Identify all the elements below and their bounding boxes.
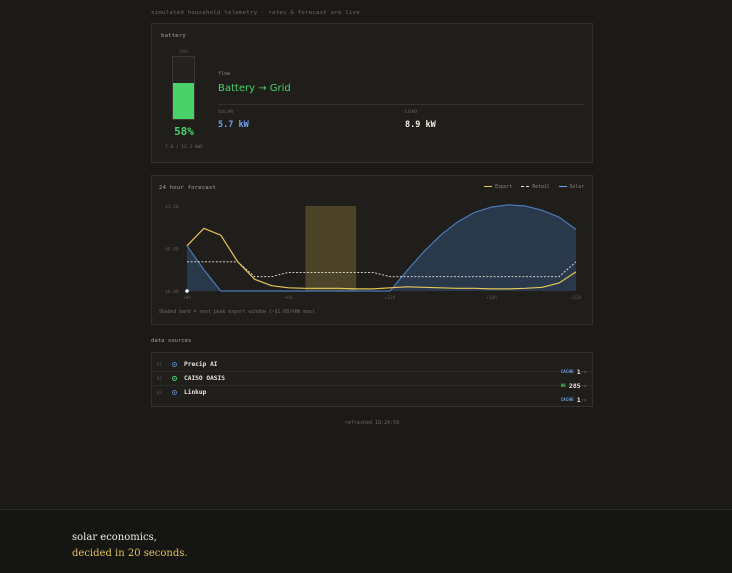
source-row[interactable]: 03 Linkup CACHE 1rq: [152, 386, 592, 404]
legend-solar-label: Solar: [569, 185, 584, 190]
telemetry-subtitle: simulated household telemetry · rates & …: [151, 10, 361, 16]
footer-tagline-line2: decided in 20 seconds.: [72, 548, 188, 559]
series-solar-line: [186, 204, 577, 292]
source-index: 02: [157, 376, 162, 381]
legend-solar-swatch: [558, 186, 567, 187]
source-status-dot: [172, 362, 177, 367]
forecast-title: 24 hour forecast: [159, 185, 217, 191]
refreshed-timestamp: refreshed 18:24:59: [344, 420, 400, 426]
footer: solar economics, decided in 20 seconds.: [0, 509, 732, 573]
legend-export-swatch: [484, 186, 493, 187]
source-badge: OK: [560, 383, 566, 388]
source-name: Precip AI: [184, 361, 218, 368]
solar-value: 5.7 kW: [218, 120, 249, 130]
source-name: Linkup: [184, 389, 207, 396]
x-tick-label: +12h: [385, 295, 396, 301]
battery-percent: 58%: [174, 125, 194, 138]
peak-export-band: [305, 206, 357, 291]
legend-export: Export: [484, 185, 512, 190]
source-status-dot: [172, 390, 177, 395]
source-stats: OK 285rq: [561, 375, 586, 394]
source-unit: rq: [581, 383, 586, 388]
legend-retail-label: Retail: [532, 185, 550, 190]
flow-value: Battery → Grid: [218, 83, 291, 94]
battery-gauge: [172, 56, 195, 120]
x-tick-label: +18h: [486, 295, 497, 301]
x-tick-label: +23h: [571, 295, 582, 301]
load-label: LOAD: [405, 110, 418, 115]
battery-title: battery: [161, 33, 186, 39]
source-stats: CACHE 1rq: [561, 389, 586, 408]
solar-label: SOLAR: [218, 110, 234, 115]
chart-legend: Export Retail Solar: [478, 185, 584, 190]
sources-title: data sources: [151, 338, 192, 344]
source-row[interactable]: 02 CAISO OASIS OK 285rq: [152, 372, 592, 390]
source-index: 03: [157, 390, 162, 395]
flow-label: flow: [218, 71, 231, 77]
source-badge: CACHE: [560, 397, 574, 402]
source-index: 01: [157, 362, 162, 367]
footer-tagline-line1: solar economics,: [72, 532, 157, 543]
legend-export-label: Export: [495, 185, 513, 190]
y-tick-label: $1.60: [165, 204, 179, 210]
chart-note: Shaded band = next peak export window (~…: [159, 310, 318, 315]
source-count: 285: [568, 381, 581, 390]
source-status-dot: [172, 376, 177, 381]
source-count: 1: [576, 395, 581, 404]
series-export-line: [186, 227, 577, 290]
battery-energy: 7.0 / 12.3 kWh: [165, 145, 203, 150]
source-unit: rq: [581, 397, 586, 402]
forecast-panel: $1.60 $0.80 $0.00 +0h +6h +12h +18h +23h 24 hou…: [151, 175, 593, 325]
source-count: 1: [576, 367, 581, 376]
source-stats: CACHE 1rq: [561, 361, 586, 380]
legend-retail-swatch: [521, 186, 530, 187]
source-badge: CACHE: [560, 369, 574, 374]
battery-cap-label: 100%: [178, 49, 189, 54]
sources-panel: 01 Precip AI CACHE 1rq 02 CAISO OASIS OK 2…: [151, 352, 593, 407]
metrics-divider: [218, 104, 585, 105]
x-tick-label: +0h: [183, 295, 191, 301]
y-tick-label: $0.80: [165, 247, 179, 253]
series-retail-line: [187, 261, 577, 278]
series-solar-area: [187, 204, 576, 291]
legend-retail: Retail: [521, 185, 550, 190]
y-tick-label: $0.00: [165, 289, 179, 295]
source-row[interactable]: 01 Precip AI CACHE 1rq: [152, 358, 592, 376]
battery-level-fill: [173, 83, 194, 119]
load-value: 8.9 kW: [405, 120, 436, 130]
source-name: CAISO OASIS: [184, 375, 225, 382]
forecast-chart: $1.60 $0.80 $0.00 +0h +6h +12h +18h +23h: [165, 204, 582, 301]
x-tick-label: +6h: [284, 295, 292, 301]
now-marker: [185, 289, 189, 293]
legend-solar: Solar: [558, 185, 584, 190]
battery-panel: battery 100% 58% 7.0 / 12.3 kWh flow Bat…: [151, 23, 593, 163]
source-unit: rq: [581, 369, 586, 374]
